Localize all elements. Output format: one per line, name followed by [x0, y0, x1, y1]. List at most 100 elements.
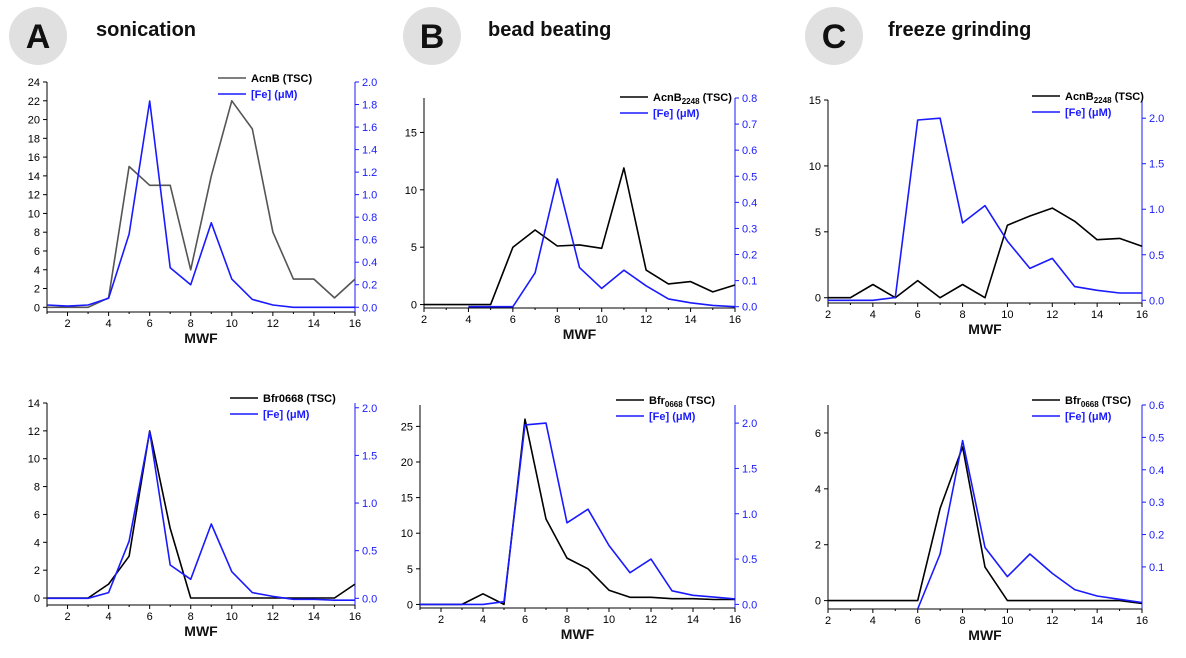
panel-b-title: bead beating	[488, 19, 611, 41]
x-tick-label: 6	[147, 611, 153, 623]
panel-a-circle	[9, 7, 67, 65]
y-left-tick-label: 6	[815, 428, 821, 440]
y-right-tick-label: 0.5	[362, 546, 377, 558]
y-right-tick-label: 0.0	[742, 302, 757, 314]
x-tick-label: 12	[267, 611, 279, 623]
x-tick-label: 6	[915, 615, 921, 627]
legend-label: Bfr0668 (TSC)	[263, 393, 336, 405]
y-left-tick-label: 10	[809, 161, 821, 173]
y-right-tick-label: 0.0	[742, 599, 757, 611]
y-left-tick-label: 16	[28, 152, 40, 164]
x-tick-label: 14	[687, 614, 699, 626]
y-left-tick-label: 4	[34, 537, 40, 549]
x-tick-label: 10	[596, 314, 608, 326]
panel-a-letter: A	[26, 18, 51, 56]
y-left-tick-label: 0	[815, 596, 821, 608]
y-right-tick-label: 0.5	[1149, 250, 1164, 262]
x-tick-label: 8	[554, 314, 560, 326]
y-right-tick-label: 1.5	[362, 450, 377, 462]
y-right-tick-label: 0.0	[362, 302, 377, 314]
legend-label: [Fe] (μM)	[1065, 107, 1112, 119]
x-tick-label: 12	[645, 614, 657, 626]
y-left-tick-label: 0	[34, 593, 40, 605]
y-right-tick-label: 0.4	[362, 257, 377, 269]
x-tick-label: 4	[870, 309, 876, 321]
x-tick-label: 14	[1091, 309, 1103, 321]
y-left-tick-label: 12	[28, 190, 40, 202]
y-right-tick-label: 0.4	[1149, 465, 1164, 477]
x-tick-label: 2	[438, 614, 444, 626]
y-left-tick-label: 8	[34, 227, 40, 239]
y-left-tick-label: 6	[34, 246, 40, 258]
y-left-tick-label: 20	[401, 457, 413, 469]
legend-label: [Fe] (μM)	[649, 411, 696, 423]
y-right-tick-label: 0.7	[742, 119, 757, 131]
x-tick-label: 4	[106, 611, 112, 623]
legend-label: AcnB (TSC)	[251, 73, 312, 85]
x-tick-label: 8	[564, 614, 570, 626]
y-left-tick-label: 5	[815, 227, 821, 239]
x-tick-label: 10	[226, 318, 238, 330]
legend-label: AcnB2248 (TSC)	[653, 92, 732, 106]
chart-b-bottom: 2 4 6 8 10 12 14 16 0 5 10 15 20 25 0.0 0.5 1.0 1.5 2.0 MWF…	[401, 395, 758, 642]
chart-c-bottom: 2 4 6 8 10 12 14 1602460.10.20.30.40.50.6MWFBfr…	[815, 395, 1164, 643]
y-right-tick-label: 0.0	[362, 593, 377, 605]
y-left-tick-label: 4	[34, 265, 40, 277]
y-right-tick-label: 0.2	[362, 280, 377, 292]
y-right-tick-label: 0.1	[742, 276, 757, 288]
y-left-tick-label: 0	[411, 300, 417, 312]
y-left-tick-label: 22	[28, 96, 40, 108]
chart-a-bottom: 2 4 6 8 10 12 14 16 0 2 4 6 8 10 12 14 0.0 0.5 1.0 1.5 2.0 MW…	[28, 393, 378, 639]
y-left-tick-label: 25	[401, 421, 413, 433]
legend-label: [Fe] (μM)	[1065, 411, 1112, 423]
panel-c-header: C freeze grinding	[805, 7, 1031, 65]
y-left-tick-label: 10	[28, 454, 40, 466]
x-tick-label: 4	[106, 318, 112, 330]
y-right-tick-label: 0.8	[742, 93, 757, 105]
x-tick-label: 10	[1001, 309, 1013, 321]
x-tick-label: 6	[522, 614, 528, 626]
tsc-series-line	[420, 418, 735, 606]
panel-a-title: sonication	[96, 19, 196, 41]
panel-c-title: freeze grinding	[888, 19, 1031, 41]
fe-series-line	[46, 100, 355, 309]
y-right-tick-label: 2.0	[1149, 113, 1164, 125]
x-tick-label: 4	[465, 314, 471, 326]
y-right-tick-label: 0.8	[362, 212, 377, 224]
y-right-tick-label: 0.5	[742, 554, 757, 566]
x-tick-label: 2	[825, 615, 831, 627]
fe-series-line	[916, 439, 1143, 610]
y-right-tick-label: 1.5	[1149, 159, 1164, 171]
y-left-tick-label: 0	[815, 293, 821, 305]
fe-series-line	[47, 430, 355, 602]
fe-series-line	[420, 422, 736, 606]
y-right-tick-label: 0.1	[1149, 562, 1164, 574]
y-left-tick-label: 5	[407, 564, 413, 576]
plots-container: 2 4 6 8 10 12 14 160246810121416182022240.00.20…	[28, 73, 1165, 643]
y-left-tick-label: 15	[405, 127, 417, 139]
x-tick-label: 8	[960, 309, 966, 321]
panel-c-circle	[805, 7, 863, 65]
x-tick-label: 12	[640, 314, 652, 326]
y-right-tick-label: 1.0	[742, 509, 757, 521]
y-right-tick-label: 0.0	[1149, 295, 1164, 307]
y-right-tick-label: 0.3	[1149, 497, 1164, 509]
y-right-tick-label: 2.0	[362, 77, 377, 89]
legend-label: [Fe] (μM)	[263, 409, 310, 421]
y-right-tick-label: 1.4	[362, 145, 377, 157]
y-left-tick-label: 4	[815, 484, 821, 496]
fe-series-line	[828, 117, 1142, 302]
x-tick-label: 2	[421, 314, 427, 326]
y-right-tick-label: 1.0	[1149, 204, 1164, 216]
x-tick-label: 16	[349, 318, 361, 330]
y-left-tick-label: 0	[34, 302, 40, 314]
y-right-tick-label: 0.5	[742, 171, 757, 183]
x-tick-label: 16	[349, 611, 361, 623]
legend-label: [Fe] (μM)	[251, 89, 298, 101]
y-right-tick-label: 2.0	[362, 403, 377, 415]
tsc-series-line	[47, 430, 356, 599]
fe-series-line	[468, 178, 736, 308]
y-left-tick-label: 14	[28, 171, 40, 183]
y-left-tick-label: 0	[407, 599, 413, 611]
y-right-tick-label: 0.6	[742, 145, 757, 157]
